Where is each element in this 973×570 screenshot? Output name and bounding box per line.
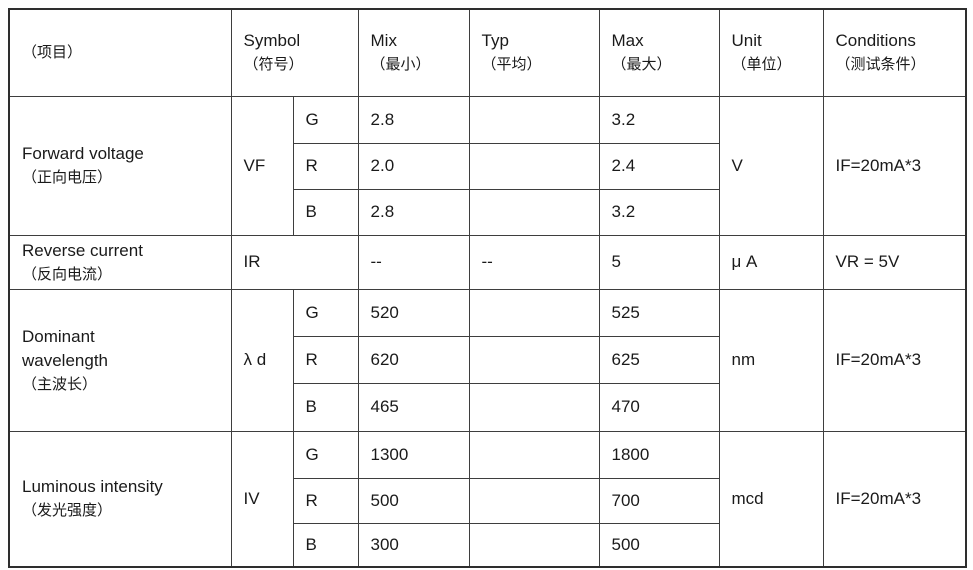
header-row: （项目） Symbol （符号） Mix （最小） Typ （平均） Max （… [8, 8, 967, 97]
row-forward-voltage-r: R 2.0 2.4 [9, 142, 966, 190]
cell-item-dominant-wavelength: Dominant wavelength （主波长） [8, 288, 232, 432]
col-header-item: （项目） [8, 8, 232, 97]
col-header-max-en: Max [611, 31, 644, 51]
col-header-conditions-zh: （测试条件） [835, 56, 926, 74]
col-header-min: Mix （最小） [357, 8, 470, 97]
cell-color: B [292, 522, 359, 568]
cell-typ [468, 522, 600, 568]
cell-symbol-iv: IV [230, 430, 294, 568]
cell-typ [468, 142, 600, 190]
cell-symbol-vf: VF [230, 95, 294, 236]
cell-max: 2.4 [598, 142, 720, 190]
col-header-conditions: Conditions （测试条件） [822, 8, 967, 97]
row-dominant-wavelength-g: Dominant wavelength （主波长） λ d G 520 525 … [8, 288, 967, 432]
cell-max: 525 [598, 288, 720, 337]
col-header-min-zh: （最小） [370, 56, 431, 74]
cell-typ [468, 188, 600, 236]
col-header-max: Max （最大） [598, 8, 720, 97]
item-en: Forward voltage [22, 144, 144, 163]
cell-min: 465 [357, 382, 470, 432]
row-luminous-intensity-b: B 300 500 [9, 522, 966, 568]
cell-symbol-ir: IR [230, 234, 359, 290]
col-header-max-zh: （最大） [611, 56, 672, 74]
cell-min: -- [357, 234, 470, 290]
cell-typ [468, 288, 600, 337]
cell-color: B [292, 188, 359, 236]
row-dominant-wavelength-b: B 465 470 [9, 382, 966, 432]
col-header-symbol: Symbol （符号） [230, 8, 359, 97]
col-header-typ-zh: （平均） [481, 56, 542, 74]
col-header-typ-en: Typ [481, 31, 509, 51]
col-header-symbol-en: Symbol [243, 31, 301, 51]
cell-unit-mcd: mcd [718, 430, 824, 568]
item-zh: （主波长） [22, 375, 98, 393]
cell-min: 520 [357, 288, 470, 337]
cell-typ: -- [468, 234, 600, 290]
spec-table: （项目） Symbol （符号） Mix （最小） Typ （平均） Max （… [8, 8, 968, 568]
cell-min: 300 [357, 522, 470, 568]
cell-color: R [292, 335, 359, 384]
cell-unit-ua: μ A [718, 234, 824, 290]
cell-max: 1800 [598, 430, 720, 479]
cell-max: 625 [598, 335, 720, 384]
cell-max: 3.2 [598, 95, 720, 144]
cell-min: 2.8 [357, 95, 470, 144]
cell-item-forward-voltage: Forward voltage （正向电压） [8, 95, 232, 236]
cell-max: 500 [598, 522, 720, 568]
cell-condition-ir: VR = 5V [822, 234, 967, 290]
cell-min: 620 [357, 335, 470, 384]
cell-item-luminous-intensity: Luminous intensity （发光强度） [8, 430, 232, 568]
col-header-unit: Unit （单位） [718, 8, 824, 97]
cell-max: 700 [598, 477, 720, 524]
col-header-min-en: Mix [370, 31, 397, 51]
col-header-unit-zh: （单位） [731, 56, 792, 74]
item-zh: （发光强度） [22, 502, 113, 520]
col-header-symbol-zh: （符号） [243, 56, 304, 74]
cell-max: 3.2 [598, 188, 720, 236]
row-reverse-current: Reverse current （反向电流） IR -- -- 5 μ A VR… [8, 234, 967, 290]
cell-max: 470 [598, 382, 720, 432]
cell-max: 5 [598, 234, 720, 290]
item-en: Dominant wavelength [22, 326, 109, 370]
col-header-unit-en: Unit [731, 31, 762, 51]
cell-typ [468, 95, 600, 144]
item-zh: （反向电流） [22, 265, 113, 283]
cell-item-reverse-current: Reverse current （反向电流） [8, 234, 232, 290]
col-header-typ: Typ （平均） [468, 8, 600, 97]
cell-color: G [292, 430, 359, 479]
row-luminous-intensity-g: Luminous intensity （发光强度） IV G 1300 1800… [8, 430, 967, 568]
cell-symbol-lambda-d: λ d [230, 288, 294, 432]
row-forward-voltage-g: Forward voltage （正向电压） VF G 2.8 3.2 V IF… [8, 95, 967, 236]
cell-color: B [292, 382, 359, 432]
cell-typ [468, 430, 600, 479]
cell-color: R [292, 477, 359, 524]
cell-min: 2.0 [357, 142, 470, 190]
row-luminous-intensity-r: R 500 700 [9, 477, 966, 524]
col-header-item-label: （项目） [22, 44, 83, 62]
cell-color: G [292, 95, 359, 144]
cell-min: 500 [357, 477, 470, 524]
cell-typ [468, 335, 600, 384]
col-header-conditions-en: Conditions [835, 31, 916, 51]
cell-color: R [292, 142, 359, 190]
cell-unit-v: V [718, 95, 824, 236]
cell-condition-dw: IF=20mA*3 [822, 288, 967, 432]
cell-condition-li: IF=20mA*3 [822, 430, 967, 568]
cell-typ [468, 477, 600, 524]
cell-condition-fv: IF=20mA*3 [822, 95, 967, 236]
cell-color: G [292, 288, 359, 337]
cell-min: 1300 [357, 430, 470, 479]
cell-typ [468, 382, 600, 432]
row-dominant-wavelength-r: R 620 625 [9, 335, 966, 384]
row-forward-voltage-b: B 2.8 3.2 [9, 188, 966, 236]
item-en: Reverse current [22, 240, 143, 260]
cell-min: 2.8 [357, 188, 470, 236]
cell-unit-nm: nm [718, 288, 824, 432]
item-en: Luminous intensity [22, 477, 163, 497]
item-zh: （正向电压） [22, 169, 113, 186]
